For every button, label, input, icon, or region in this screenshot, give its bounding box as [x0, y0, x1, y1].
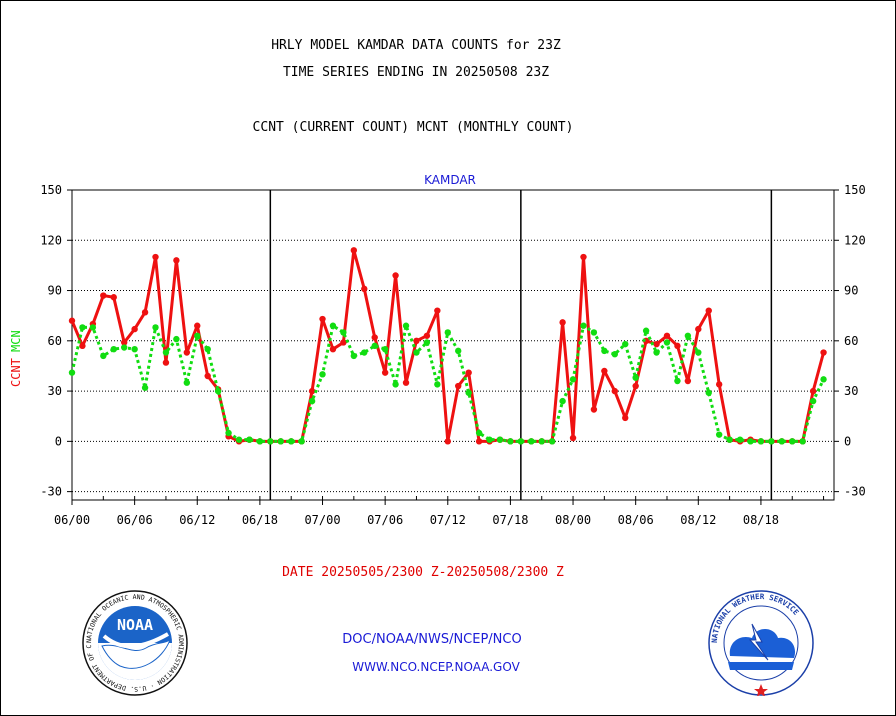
website-link[interactable]: WWW.NCO.NCEP.NOAA.GOV	[352, 660, 520, 674]
org-path: DOC/NOAA/NWS/NCEP/NCO	[342, 632, 522, 647]
noaa-logo-text: NOAA	[117, 616, 153, 634]
station-label: KAMDAR	[424, 173, 476, 187]
date-range-label: DATE 20250505/2300 Z-20250508/2300 Z	[282, 565, 564, 580]
y-axis-label: CCNT MCNT	[9, 330, 23, 387]
series-legend-line: CCNT (CURRENT COUNT) MCNT (MONTHLY COUNT…	[252, 120, 574, 135]
chart-subtitle: TIME SERIES ENDING IN 20250508 23Z	[282, 65, 550, 80]
nws-logo: NATIONAL WEATHER SERVICE	[708, 590, 814, 696]
noaa-logo: NOAA NATIONAL OCEANIC AND ATMOSPHERIC AD…	[80, 590, 188, 696]
chart-title: HRLY MODEL KAMDAR DATA COUNTS for 23Z	[271, 38, 561, 53]
y-axis-label-ccnt: CCNT	[9, 358, 23, 387]
y-axis-label-mcnt: MCNT	[9, 330, 23, 352]
